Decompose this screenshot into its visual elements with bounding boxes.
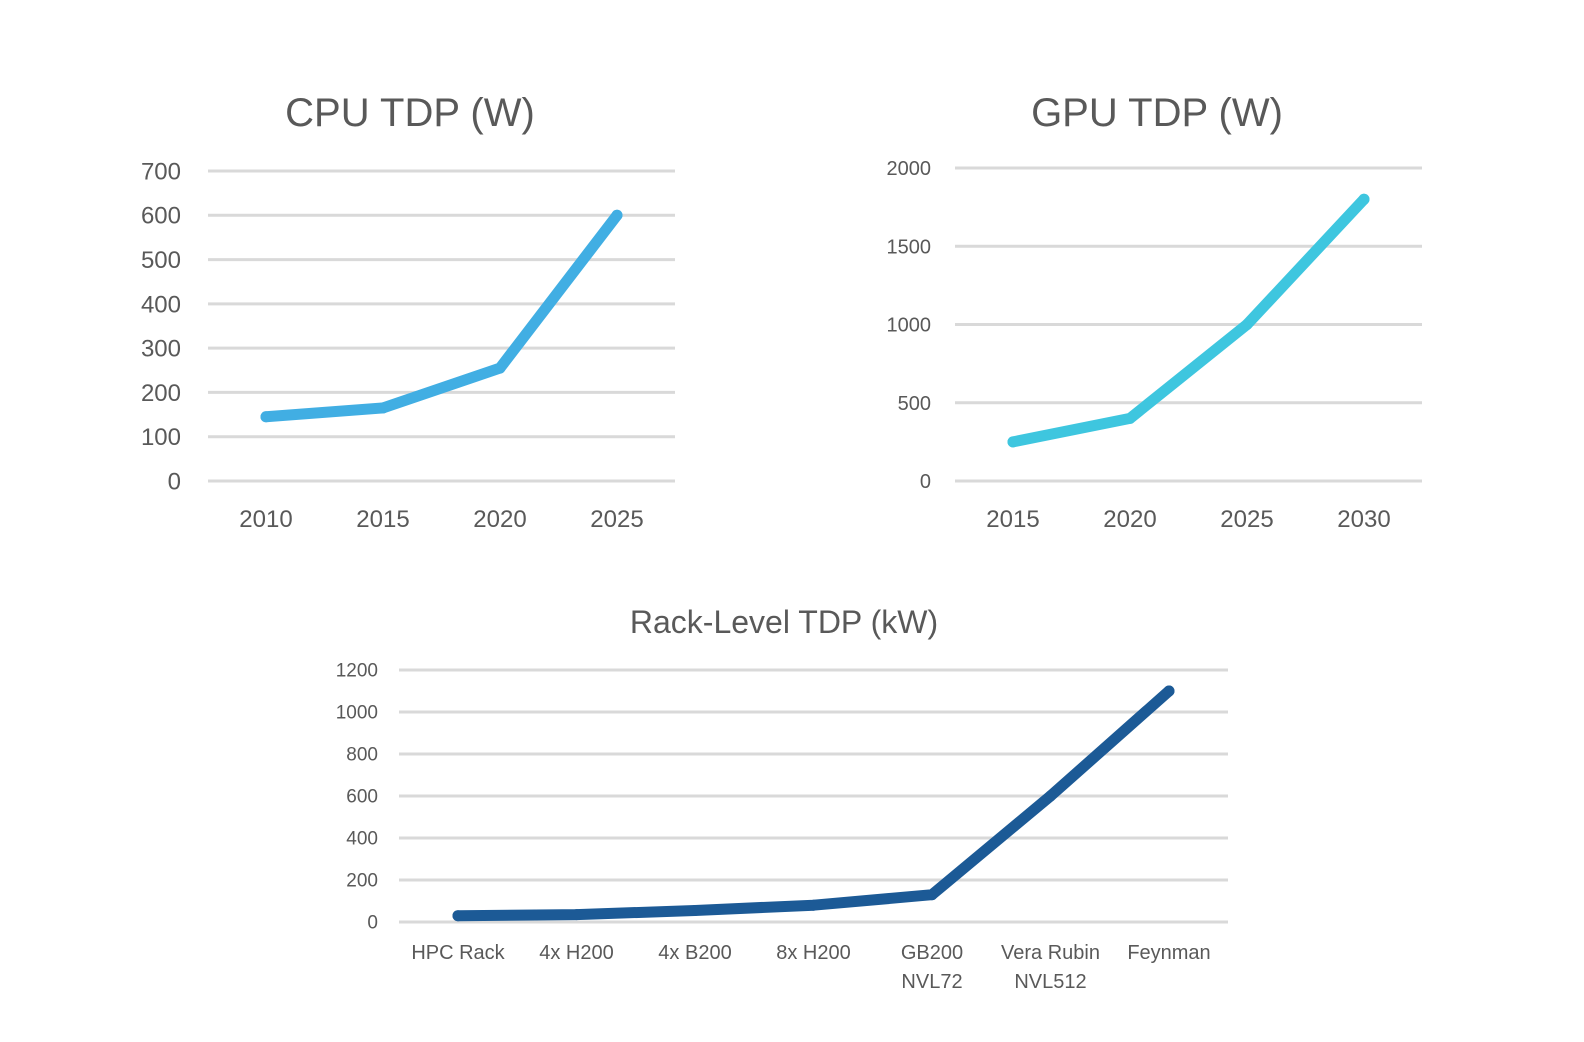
gpu-series-line	[1007, 193, 1370, 448]
rack-data-point	[1163, 685, 1175, 697]
gpu-y-tick-label: 2000	[887, 158, 932, 180]
cpu-y-tick-label: 700	[141, 158, 181, 185]
gpu-x-tick-label: 2030	[1337, 506, 1390, 533]
gpu-chart-title: GPU TDP (W)	[1031, 91, 1283, 135]
rack-x-tick-label: GB200 NVL72	[901, 942, 963, 993]
cpu-y-tick-label: 400	[141, 291, 181, 318]
cpu-tdp-chart: CPU TDP (W) 0 100 200 300 400 500 600 700 2010 20…	[141, 91, 675, 533]
cpu-y-tick-label: 100	[141, 424, 181, 451]
rack-x-tick-label: Feynman	[1127, 942, 1210, 964]
gpu-y-tick-label: 1000	[887, 315, 932, 337]
gpu-data-point	[1358, 193, 1370, 205]
gpu-data-point	[1241, 319, 1253, 330]
rack-level-tdp-chart: Rack-Level TDP (kW) 0 200 400 600 800 1000 120…	[336, 604, 1228, 993]
rack-x-tick-label: HPC Rack	[411, 942, 505, 964]
cpu-y-tick-label: 600	[141, 203, 181, 230]
rack-x-tick-line: NVL512	[1014, 971, 1086, 993]
rack-y-tick-label: 200	[346, 871, 378, 892]
rack-x-tick-line: Feynman	[1127, 942, 1210, 964]
rack-x-tick-line: 4x H200	[539, 942, 614, 964]
gpu-x-tick-label: 2015	[986, 506, 1039, 533]
rack-series-line	[452, 685, 1175, 922]
rack-y-tick-label: 1200	[336, 661, 378, 682]
gpu-y-tick-label: 0	[920, 471, 931, 493]
rack-chart-title: Rack-Level TDP (kW)	[630, 604, 938, 640]
cpu-data-point	[611, 209, 623, 221]
gpu-x-tick-line: 2025	[1220, 506, 1273, 533]
rack-x-tick-line: HPC Rack	[411, 942, 505, 964]
gpu-y-tick-label: 500	[898, 393, 931, 415]
cpu-series-line	[260, 209, 623, 423]
rack-y-tick-label: 1000	[336, 703, 378, 724]
rack-data-point	[571, 909, 582, 921]
cpu-chart-title: CPU TDP (W)	[285, 91, 535, 135]
rack-data-point	[1045, 790, 1056, 802]
rack-x-tick-label: 4x B200	[658, 942, 731, 964]
cpu-y-tick-label: 200	[141, 380, 181, 407]
cpu-data-point	[494, 362, 506, 374]
rack-x-tick-line: Vera Rubin	[1001, 942, 1100, 964]
cpu-data-point	[260, 411, 272, 423]
gpu-data-point	[1007, 436, 1019, 448]
cpu-x-tick-label: 2020	[473, 506, 526, 533]
rack-x-tick-line: 4x B200	[658, 942, 731, 964]
gpu-x-tick-line: 2020	[1103, 506, 1156, 533]
gpu-x-tick-label: 2025	[1220, 506, 1273, 533]
rack-y-tick-label: 800	[346, 745, 378, 766]
gpu-x-tick-line: 2030	[1337, 506, 1390, 533]
rack-x-tick-line: NVL72	[901, 971, 962, 993]
rack-x-tick-label: 8x H200	[776, 942, 851, 964]
rack-x-tick-line: GB200	[901, 942, 963, 964]
cpu-data-point	[377, 402, 389, 414]
cpu-y-tick-label: 0	[168, 468, 181, 495]
rack-x-tick-label: Vera Rubin NVL512	[1001, 942, 1100, 993]
gpu-x-tick-line: 2015	[986, 506, 1039, 533]
gpu-tdp-chart: GPU TDP (W) 0 500 1000 1500 2000 2015 2020 2025…	[887, 91, 1422, 533]
cpu-x-tick-line: 2015	[356, 506, 409, 533]
rack-data-point	[808, 899, 819, 911]
cpu-x-tick-label: 2015	[356, 506, 409, 533]
rack-data-point	[926, 889, 938, 901]
cpu-y-tick-label: 500	[141, 247, 181, 274]
cpu-x-tick-line: 2010	[239, 506, 292, 533]
rack-y-tick-label: 400	[346, 829, 378, 850]
rack-y-tick-label: 600	[346, 787, 378, 808]
rack-x-tick-label: 4x H200	[539, 942, 614, 964]
cpu-x-tick-line: 2020	[473, 506, 526, 533]
gpu-y-tick-label: 1500	[887, 236, 932, 258]
gpu-x-tick-label: 2020	[1103, 506, 1156, 533]
cpu-x-tick-label: 2010	[239, 506, 292, 533]
rack-y-tick-label: 0	[367, 913, 378, 934]
cpu-x-tick-label: 2025	[590, 506, 643, 533]
rack-data-point	[452, 910, 464, 922]
gpu-data-point	[1124, 412, 1136, 424]
cpu-y-tick-label: 300	[141, 336, 181, 363]
cpu-x-tick-line: 2025	[590, 506, 643, 533]
rack-x-tick-line: 8x H200	[776, 942, 851, 964]
rack-data-point	[689, 904, 701, 916]
